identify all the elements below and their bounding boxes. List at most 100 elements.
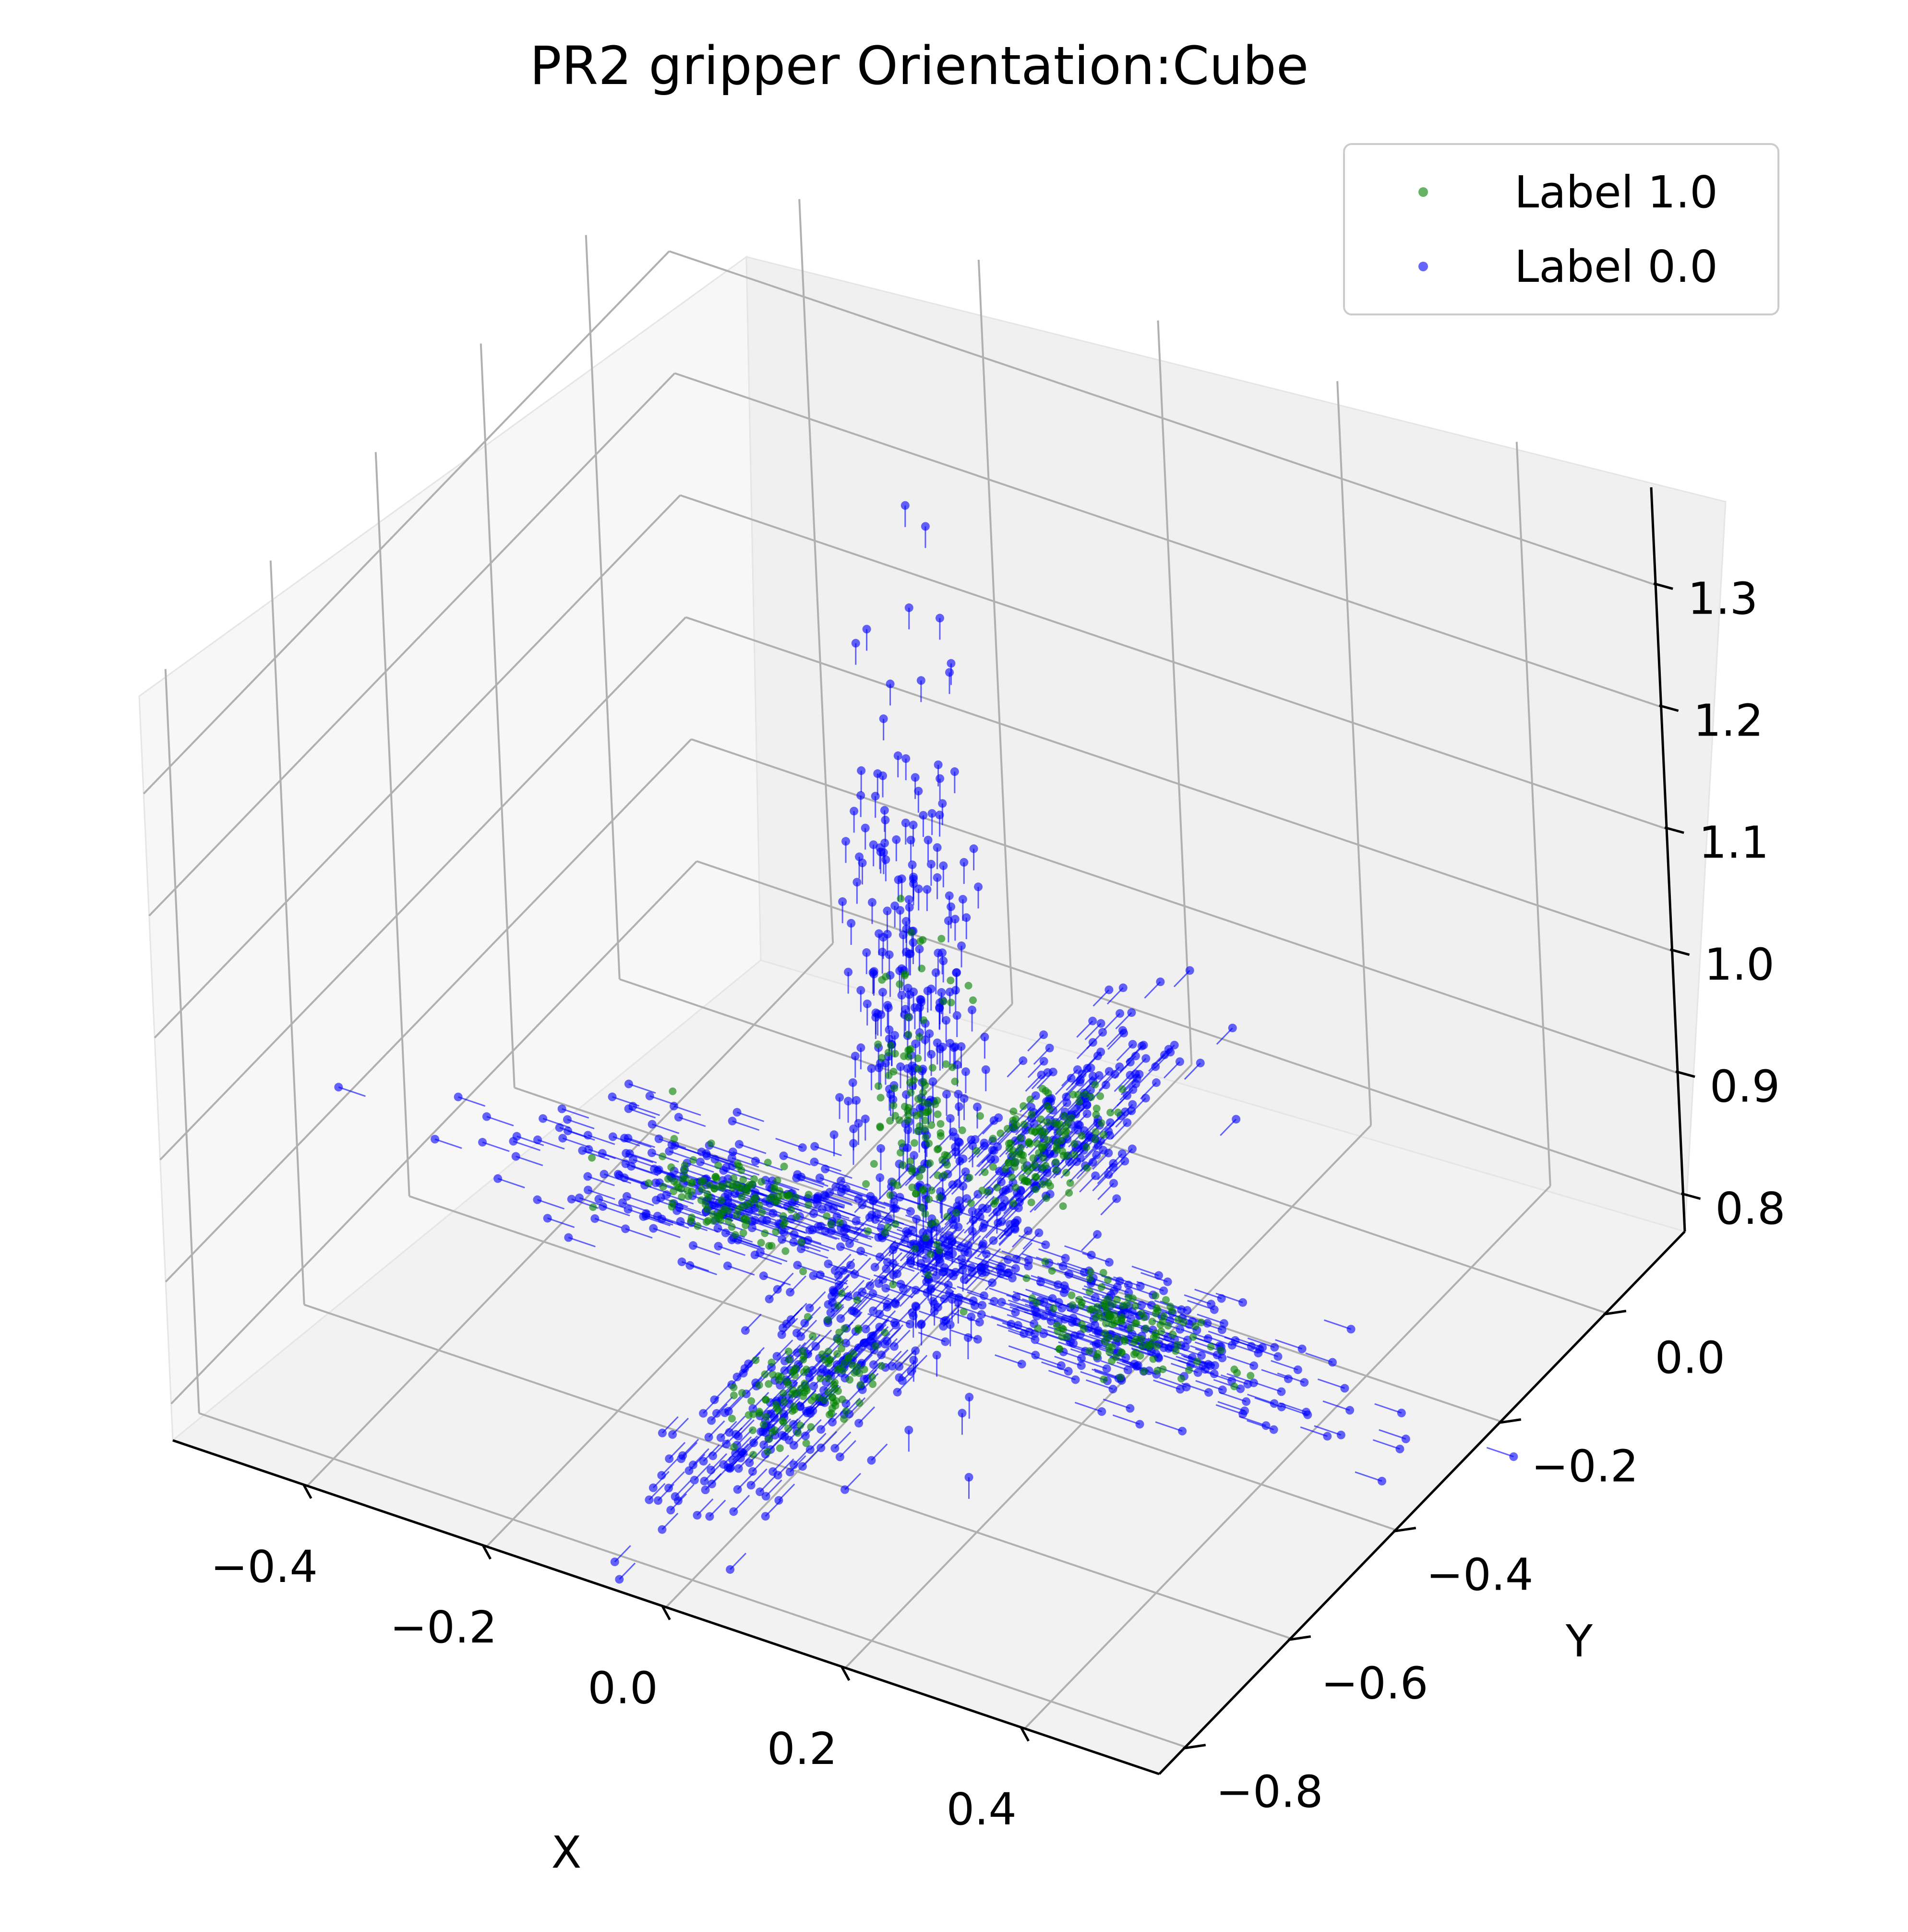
point-label-1: [855, 1369, 863, 1377]
orientation-arrow: [765, 1179, 793, 1190]
point-label-0: [728, 1116, 737, 1125]
point-label-0: [734, 1432, 743, 1441]
orientation-arrow: [883, 1314, 911, 1325]
point-label-1: [910, 1139, 918, 1147]
point-label-0: [895, 1362, 904, 1371]
point-label-0: [909, 875, 918, 884]
point-label-1: [828, 1393, 837, 1401]
point-label-1: [907, 929, 915, 937]
point-label-1: [1056, 1128, 1064, 1136]
point-label-1: [1035, 1124, 1043, 1132]
orientation-arrow: [819, 1177, 847, 1188]
point-label-1: [1093, 1350, 1102, 1358]
point-label-0: [854, 1195, 863, 1204]
orientation-arrow: [1101, 1360, 1128, 1371]
point-label-1: [738, 1389, 746, 1397]
orientation-arrow: [458, 1096, 486, 1107]
point-label-1: [886, 1191, 894, 1199]
point-label-1: [1062, 1169, 1070, 1177]
point-label-1: [734, 1205, 743, 1213]
x-axis-label: X: [551, 1827, 581, 1878]
orientation-arrow: [631, 1165, 659, 1176]
point-label-0: [978, 1301, 987, 1310]
point-label-1: [1091, 1135, 1099, 1144]
point-label-1: [801, 1389, 809, 1397]
grid-line-z-back: [669, 250, 1656, 586]
x-tick-mark: [1020, 1727, 1030, 1742]
point-label-0: [657, 1471, 666, 1480]
point-label-0: [867, 1064, 876, 1073]
point-label-0: [1242, 1397, 1251, 1406]
orientation-arrow: [796, 1177, 824, 1188]
point-label-1: [1077, 1302, 1085, 1310]
point-label-0: [1293, 1365, 1302, 1374]
point-label-1: [1159, 1317, 1167, 1326]
point-label-1: [918, 965, 926, 973]
point-label-0: [955, 1102, 964, 1111]
point-label-0: [1011, 1264, 1020, 1273]
point-label-0: [865, 1281, 875, 1290]
orientation-arrow: [612, 1096, 640, 1107]
point-label-1: [1068, 1301, 1077, 1309]
orientation-arrow: [627, 1137, 655, 1148]
point-label-1: [904, 1107, 912, 1115]
point-label-0: [1131, 1079, 1140, 1088]
y-tick-mark: [1603, 1310, 1627, 1316]
orientation-arrow: [1192, 1336, 1220, 1347]
z-tick-label: 1.3: [1688, 573, 1758, 624]
point-label-0: [1401, 1435, 1410, 1444]
point-label-1: [1088, 1305, 1096, 1314]
orientation-arrow: [1037, 1283, 1065, 1293]
point-label-0: [965, 1392, 974, 1401]
point-label-0: [745, 1458, 754, 1467]
point-label-0: [816, 1368, 826, 1377]
point-label-0: [778, 1323, 787, 1332]
orientation-arrow: [602, 1152, 630, 1163]
point-label-0: [928, 1077, 937, 1086]
grid-line-x-floor: [1024, 1185, 1551, 1729]
point-label-0: [838, 897, 847, 906]
orientation-arrow: [841, 1187, 869, 1198]
point-label-1: [1095, 1309, 1103, 1317]
point-label-1: [965, 1173, 973, 1182]
orientation-arrow: [1195, 1380, 1223, 1391]
orientation-arrow: [1009, 1303, 1037, 1313]
orientation-arrow: [1322, 1400, 1350, 1411]
point-label-0: [1183, 1306, 1192, 1315]
point-label-1: [752, 1356, 760, 1364]
point-label-1: [1075, 1295, 1083, 1304]
y-tick-label: 0.0: [1655, 1332, 1725, 1384]
point-label-1: [739, 1229, 747, 1237]
point-label-0: [1106, 1118, 1115, 1127]
point-label-1: [780, 1162, 788, 1171]
orientation-arrow: [801, 1248, 828, 1259]
point-label-1: [919, 1185, 927, 1193]
point-label-0: [780, 1432, 789, 1441]
point-label-0: [936, 774, 945, 783]
point-label-0: [696, 1158, 705, 1167]
orientation-arrow: [991, 1316, 1019, 1326]
point-label-0: [935, 1004, 944, 1013]
point-label-0: [765, 1294, 774, 1304]
orientation-arrow: [1219, 1391, 1247, 1402]
point-label-1: [1068, 1291, 1076, 1299]
point-label-1: [1113, 1335, 1121, 1343]
point-label-0: [990, 1297, 999, 1306]
point-label-0: [914, 786, 923, 796]
point-label-0: [1003, 1255, 1012, 1264]
point-label-0: [1123, 1118, 1132, 1127]
orientation-arrow: [1008, 1299, 1035, 1310]
point-label-1: [1097, 1119, 1105, 1127]
point-label-1: [1019, 1151, 1027, 1159]
grid-line-z-side: [159, 616, 687, 1160]
point-label-1: [750, 1195, 758, 1204]
point-label-0: [1024, 1261, 1033, 1270]
point-label-1: [833, 1335, 841, 1343]
point-label-0: [911, 1286, 920, 1295]
point-label-0: [879, 714, 888, 724]
orientation-arrow: [828, 1263, 856, 1274]
point-label-0: [883, 1001, 892, 1010]
legend-marker-label-0: [1418, 262, 1428, 271]
point-label-0: [814, 1222, 823, 1232]
point-label-0: [942, 1090, 951, 1099]
